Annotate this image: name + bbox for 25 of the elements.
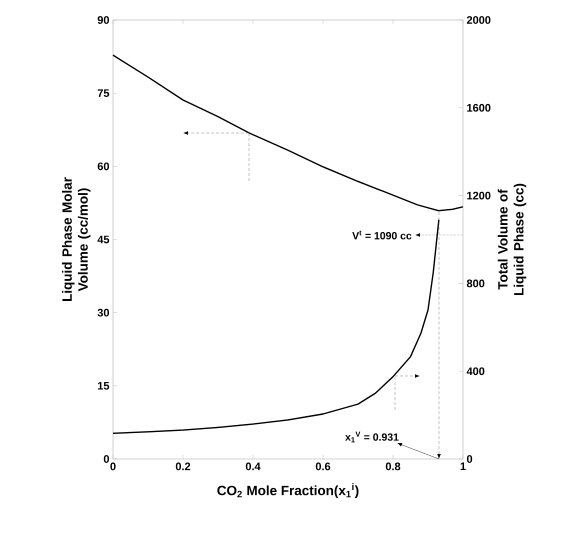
x-axis-title: CO$_{2}$ Mole Fraction(x$_{1}$$^{i}$) <box>217 483 359 498</box>
line-series <box>112 54 464 212</box>
annotation: V$^{t}$ = 1090 cc <box>352 230 412 240</box>
y2-tick-label: 1200 <box>467 192 490 200</box>
y2-tick-label: 2000 <box>466 16 490 24</box>
y-tick-label: 75 <box>98 89 110 97</box>
annotation: x$_{1}$$^{V}$ = 0.931 <box>345 432 399 442</box>
y2-tick-label: 1600 <box>467 104 490 112</box>
y2-axis-title: Total Volume of Liquid Phase (cc) <box>498 184 526 296</box>
y-tick-label: 15 <box>98 382 110 390</box>
x-tick-label: 0.4 <box>246 462 261 470</box>
y2-tick-label: 0 <box>466 455 472 463</box>
x-tick-label: 0.2 <box>176 462 190 470</box>
y-tick-label: 45 <box>97 236 110 244</box>
y-tick-label: 0 <box>104 455 110 463</box>
y-axis-title: Liquid Phase Molar Volume (cc/mol) <box>62 177 90 301</box>
y2-tick-label: 400 <box>466 367 484 376</box>
x-tick-label: 0.6 <box>316 462 330 470</box>
y-tick-label: 90 <box>98 16 110 24</box>
y-tick-label: 30 <box>98 308 110 317</box>
x-tick-label: 1 <box>460 462 466 470</box>
x-tick-label: 0 <box>110 462 116 470</box>
x-tick-label: 0.8 <box>386 462 400 470</box>
y2-tick-label: 800 <box>466 280 484 288</box>
y-tick-label: 60 <box>98 162 110 170</box>
